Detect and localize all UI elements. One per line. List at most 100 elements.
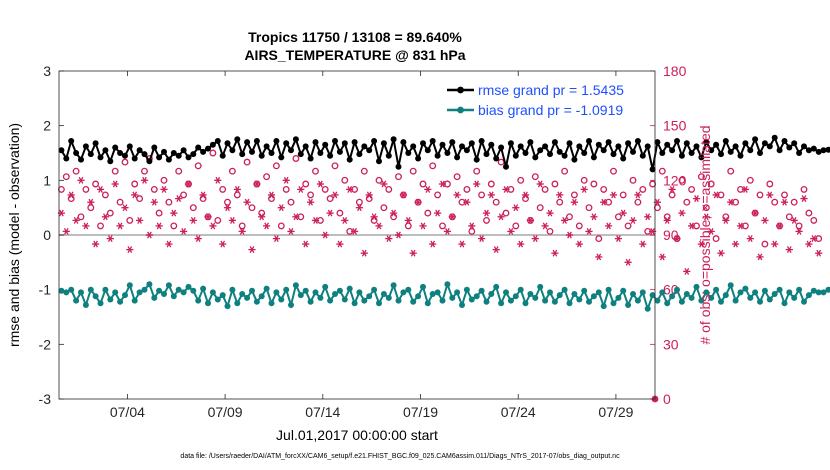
obs-possible-point bbox=[688, 185, 696, 193]
obs-possible-point bbox=[101, 191, 109, 199]
obs-possible-point bbox=[92, 180, 100, 188]
obs-possible-point bbox=[546, 227, 554, 235]
obs-assimilated-point bbox=[272, 235, 280, 243]
asterisk-stroke bbox=[684, 267, 690, 275]
bias-point bbox=[361, 297, 368, 304]
obs-assimilated-point bbox=[248, 246, 256, 254]
obs-possible-point bbox=[610, 167, 617, 175]
legend-bias-label: bias grand pr = -1.0919 bbox=[478, 102, 623, 118]
obs-assimilated-point bbox=[184, 180, 193, 188]
rmse-point bbox=[551, 139, 558, 146]
bias-point bbox=[639, 289, 646, 296]
rmse-point bbox=[161, 148, 167, 155]
bias-point bbox=[727, 282, 734, 289]
asterisk-stroke bbox=[122, 204, 128, 212]
bias-point bbox=[669, 293, 676, 300]
asterisk-stroke bbox=[708, 227, 714, 235]
obs-possible-point bbox=[302, 180, 310, 188]
rmse-point bbox=[678, 152, 685, 159]
rmse-point bbox=[356, 151, 363, 158]
obs-assimilated-point bbox=[263, 222, 271, 230]
y-left-tick-label: 2 bbox=[43, 118, 51, 134]
bias-point bbox=[229, 286, 236, 293]
rmse-point bbox=[297, 151, 304, 158]
rmse-point bbox=[801, 143, 807, 150]
asterisk-stroke bbox=[464, 198, 470, 206]
rmse-point bbox=[63, 155, 70, 162]
rmse-point bbox=[605, 139, 612, 146]
bias-point bbox=[693, 283, 700, 290]
rmse-point bbox=[556, 148, 563, 155]
obs-assimilated-point bbox=[473, 180, 481, 188]
asterisk-stroke bbox=[156, 222, 162, 230]
rmse-point bbox=[468, 140, 475, 147]
bias-point bbox=[341, 296, 348, 303]
asterisk-stroke bbox=[659, 253, 665, 261]
asterisk-stroke bbox=[200, 191, 206, 199]
rmse-point bbox=[752, 136, 759, 143]
obs-possible-point bbox=[805, 209, 813, 217]
y-axis-label-left: rmse and bias (model - observation) bbox=[6, 123, 22, 347]
y-right-tick-label: 150 bbox=[663, 118, 687, 134]
asterisk-stroke bbox=[552, 249, 558, 257]
obs-assimilated-point bbox=[756, 253, 764, 261]
bias-point bbox=[678, 298, 685, 305]
rmse-point bbox=[786, 144, 793, 151]
obs-possible-point bbox=[165, 198, 173, 206]
obs-assimilated-point bbox=[414, 198, 422, 206]
obs-assimilated-point bbox=[424, 185, 432, 193]
bias-point bbox=[654, 297, 661, 304]
obs-assimilated-point bbox=[214, 176, 222, 184]
bias-point bbox=[488, 291, 495, 297]
obs-assimilated-point bbox=[233, 185, 241, 193]
obs-assimilated-point bbox=[228, 216, 236, 224]
asterisk-stroke bbox=[498, 213, 504, 221]
bias-point bbox=[512, 293, 519, 300]
rmse-point bbox=[688, 150, 695, 156]
obs-assimilated-point bbox=[331, 191, 339, 199]
obs-assimilated-point bbox=[355, 204, 363, 212]
bias-point bbox=[68, 286, 75, 293]
rmse-point bbox=[498, 144, 505, 151]
asterisk-stroke bbox=[562, 216, 567, 224]
obs-assimilated-point bbox=[399, 191, 407, 199]
bias-point bbox=[556, 292, 563, 299]
bias-point bbox=[312, 289, 319, 296]
rmse-point bbox=[420, 140, 426, 147]
obs-assimilated-point bbox=[585, 227, 593, 235]
rmse-point bbox=[581, 150, 588, 156]
asterisk-stroke bbox=[244, 198, 250, 206]
rmse-point bbox=[796, 150, 803, 156]
obs-assimilated-point bbox=[175, 195, 183, 203]
obs-possible-point bbox=[492, 198, 500, 206]
asterisk-stroke bbox=[435, 209, 440, 217]
bias-point bbox=[586, 298, 592, 305]
asterisk-stroke bbox=[479, 235, 484, 243]
rmse-point bbox=[444, 150, 451, 156]
obs-assimilated-point bbox=[145, 231, 153, 239]
bias-point bbox=[625, 302, 632, 308]
obs-assimilated-point bbox=[560, 216, 569, 224]
obs-possible-point bbox=[531, 173, 539, 181]
asterisk-stroke bbox=[78, 176, 84, 184]
obs-possible-point bbox=[512, 222, 520, 230]
rmse-point bbox=[341, 140, 348, 147]
bias-point bbox=[92, 293, 99, 300]
rmse-point bbox=[278, 154, 285, 161]
obs-possible-point bbox=[219, 185, 227, 193]
bias-point bbox=[561, 286, 568, 293]
obs-possible-point bbox=[600, 185, 608, 193]
asterisk-stroke bbox=[195, 235, 201, 243]
rmse-point bbox=[590, 154, 597, 161]
obs-possible-point bbox=[483, 216, 490, 224]
bias-point bbox=[547, 289, 553, 296]
asterisk-stroke bbox=[327, 209, 333, 217]
bias-point bbox=[420, 283, 426, 290]
obs-assimilated-point bbox=[443, 227, 451, 235]
asterisk-stroke bbox=[635, 191, 641, 199]
bias-point bbox=[161, 291, 167, 297]
obs-assimilated-point bbox=[336, 240, 344, 248]
obs-assimilated-point bbox=[429, 240, 437, 248]
obs-assimilated-point bbox=[800, 195, 808, 203]
obs-assimilated-point bbox=[531, 235, 539, 243]
